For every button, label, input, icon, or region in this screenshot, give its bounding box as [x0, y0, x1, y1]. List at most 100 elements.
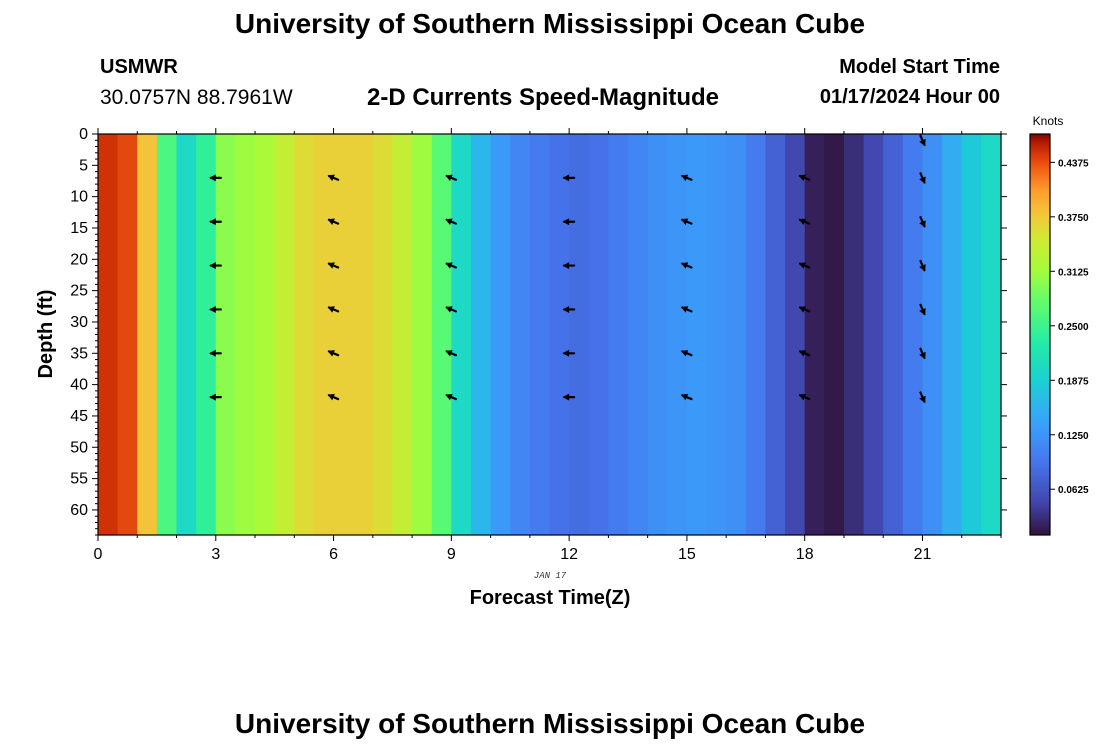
heatmap-column: [235, 134, 256, 535]
current-vector: [445, 174, 458, 182]
y-tick-label: 15: [70, 220, 88, 237]
footer-title: University of Southern Mississippi Ocean…: [234, 708, 866, 739]
current-vector: [680, 306, 693, 313]
heatmap-column: [726, 134, 747, 535]
current-vector: [209, 218, 222, 226]
current-vector: [562, 174, 576, 182]
current-vector: [798, 218, 811, 225]
heatmap-column: [981, 134, 1002, 535]
heatmap-column: [392, 134, 413, 535]
current-vector: [919, 303, 926, 316]
colorbar-tick-label: 0.0625: [1058, 485, 1089, 496]
current-vector: [798, 306, 811, 313]
current-vector: [209, 262, 222, 270]
current-vector: [680, 393, 693, 401]
model-start-label: Model Start Time: [839, 56, 1000, 78]
heatmap-column: [686, 134, 708, 535]
heatmap-cells: [98, 134, 1002, 535]
current-vector: [445, 306, 458, 313]
current-vectors: [209, 134, 926, 404]
x-tick-label: 21: [914, 546, 932, 563]
heatmap-column: [608, 134, 629, 535]
heatmap-column: [667, 134, 688, 535]
colorbar-tick-label: 0.1875: [1058, 376, 1089, 387]
y-tick-label: 0: [79, 126, 88, 143]
y-tick-label: 5: [79, 157, 88, 174]
model-start-time: 01/17/2024 Hour 00: [819, 86, 1000, 108]
heatmap-column: [215, 134, 237, 535]
heatmap-column: [549, 134, 570, 535]
current-vector: [919, 259, 926, 272]
y-tick-label: 20: [70, 251, 88, 268]
heatmap-column: [510, 134, 531, 535]
heatmap-column: [883, 134, 904, 535]
colorbar-label: Knots: [1033, 114, 1064, 128]
current-vector: [209, 393, 222, 401]
current-vector: [327, 174, 340, 182]
colorbar-tick-label: 0.1250: [1058, 431, 1089, 442]
current-vector: [562, 262, 576, 270]
x-tick-label: 18: [796, 546, 814, 563]
colorbar-tick-label: 0.3125: [1058, 267, 1089, 278]
heatmap-column: [647, 134, 668, 535]
current-vector: [680, 262, 693, 269]
current-vector: [327, 393, 340, 401]
heatmap-column: [765, 134, 786, 535]
station-coordinates: 30.0757N 88.7961W: [100, 86, 293, 109]
heatmap-column: [824, 134, 845, 535]
current-vector: [680, 174, 693, 182]
heatmap-column: [706, 134, 727, 535]
current-vector: [798, 393, 811, 401]
heatmap-column: [451, 134, 472, 535]
heatmap-column: [804, 134, 825, 535]
current-vector: [327, 218, 340, 225]
x-tick-label: 0: [94, 546, 103, 563]
heatmap-column: [196, 134, 217, 535]
y-tick-label: 50: [70, 439, 88, 456]
y-tick-label: 25: [70, 283, 88, 300]
colorbar-ticks: 0.4375 0.3750 0.3125 0.2500 0.1875 0.1250 0.06…: [1050, 158, 1089, 496]
current-vector: [327, 306, 340, 313]
colorbar-tick-label: 0.2500: [1058, 322, 1089, 333]
axes: 0 3 6 9 12 15 18 21 0 5 10 15 20 25 30 35 40 45 50 55 60: [70, 126, 1007, 563]
main-title: University of Southern Mississippi Ocean…: [234, 8, 866, 39]
current-vector: [445, 262, 458, 269]
y-tick-label: 10: [70, 189, 88, 206]
colorbar-tick-label: 0.3750: [1058, 213, 1089, 224]
heatmap-column: [902, 134, 924, 535]
heatmap-column: [785, 134, 806, 535]
colorbar: [1029, 133, 1051, 536]
heatmap-column: [588, 134, 609, 535]
current-vector: [327, 350, 340, 357]
x-tick-label: 15: [678, 546, 696, 563]
x-tick-label: 3: [211, 546, 220, 563]
current-vector: [445, 218, 458, 225]
x-tick-label: 9: [447, 546, 456, 563]
date-label: JAN 17: [534, 571, 567, 581]
heatmap-column: [569, 134, 590, 535]
heatmap-column: [353, 134, 374, 535]
current-vector: [919, 216, 926, 228]
heatmap-column: [372, 134, 394, 535]
heatmap-column: [117, 134, 138, 535]
current-vector: [919, 134, 926, 147]
heatmap-column: [529, 134, 551, 535]
heatmap-column: [470, 134, 492, 535]
heatmap-column: [745, 134, 767, 535]
current-vector: [445, 350, 458, 357]
chart-subtitle: 2-D Currents Speed-Magnitude: [367, 84, 720, 111]
heatmap-column: [294, 134, 315, 535]
y-tick-label: 60: [70, 502, 88, 519]
heatmap-column: [942, 134, 963, 535]
current-vector: [919, 172, 926, 184]
heatmap-column: [412, 134, 433, 535]
heatmap-column: [176, 134, 197, 535]
current-vector: [562, 393, 576, 401]
current-vector: [798, 174, 811, 182]
current-vector: [562, 305, 576, 313]
current-vector: [445, 393, 458, 401]
heatmap-column: [156, 134, 178, 535]
current-vector: [209, 349, 222, 357]
colorbar-tick-label: 0.4375: [1058, 158, 1089, 169]
y-tick-label: 40: [70, 377, 88, 394]
